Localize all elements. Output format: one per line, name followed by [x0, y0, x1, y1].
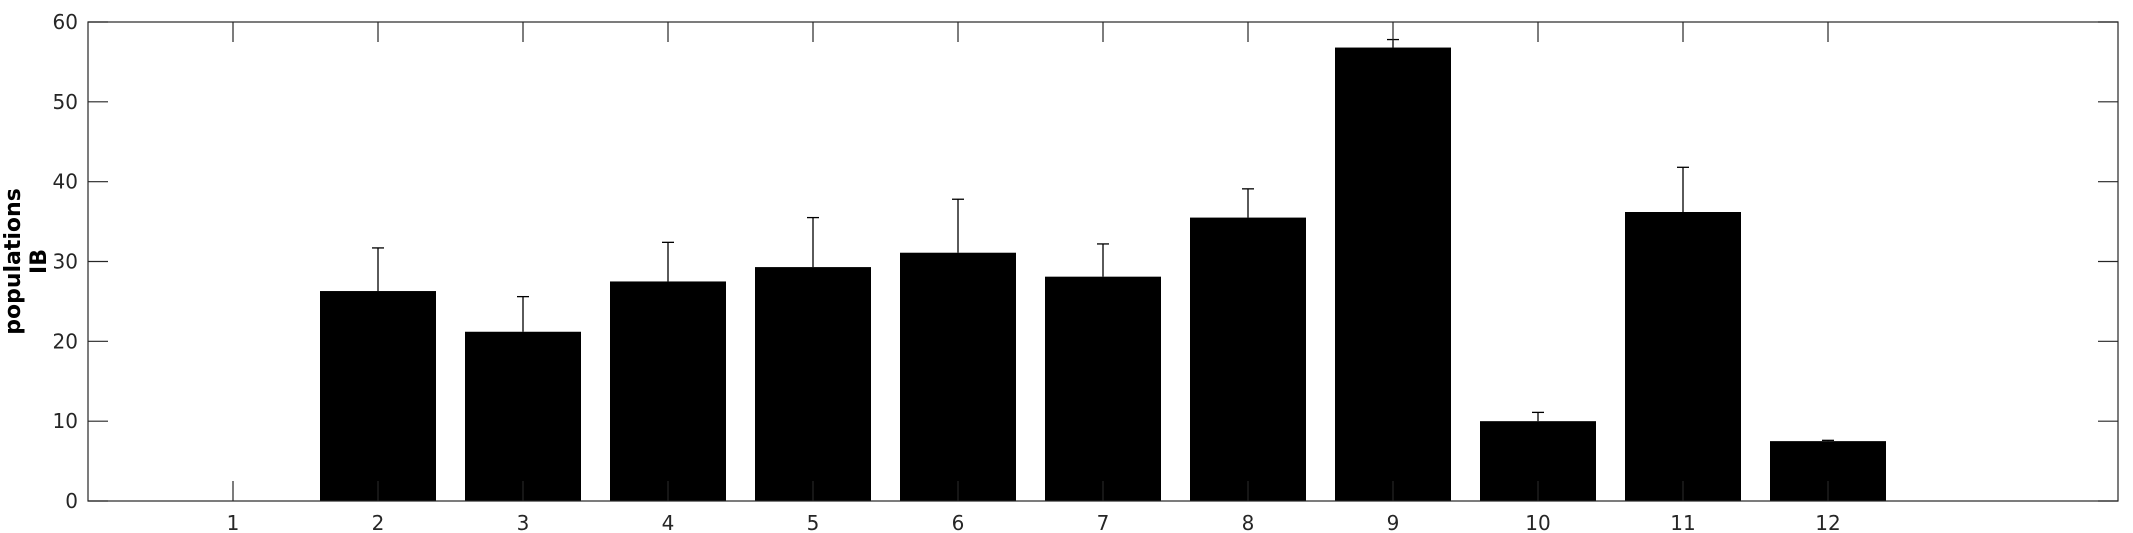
error-bar-11	[1677, 166, 1689, 213]
bar-6	[900, 252, 1016, 501]
x-tick-label-8: 8	[1242, 511, 1255, 533]
bar-4	[610, 281, 726, 501]
error-bar-2	[372, 247, 384, 292]
y-tick-label-60: 60	[53, 10, 78, 34]
x-tick-label-2: 2	[372, 511, 385, 533]
bar-5	[755, 267, 871, 501]
bar-3	[465, 331, 581, 501]
x-tick-label-10: 10	[1525, 511, 1550, 533]
error-bar-5	[807, 216, 819, 268]
y-tick-label-10: 10	[53, 409, 78, 433]
x-tick-label-3: 3	[517, 511, 530, 533]
x-tick-label-4: 4	[662, 511, 675, 533]
y-tick-label-0: 0	[65, 489, 78, 513]
bar-11	[1625, 212, 1741, 501]
y-tick-label-50: 50	[53, 90, 78, 114]
error-bar-3	[517, 295, 529, 332]
error-bar-10	[1532, 411, 1544, 422]
x-tick-label-5: 5	[807, 511, 820, 533]
error-bar-8	[1242, 188, 1254, 218]
bar-8	[1190, 217, 1306, 501]
y-tick-label-40: 40	[53, 170, 78, 194]
bar-2	[320, 291, 436, 501]
error-bars	[372, 38, 1834, 442]
bar-9	[1335, 47, 1451, 502]
error-bar-4	[662, 241, 674, 282]
bars	[320, 47, 1886, 502]
error-bar-12	[1822, 439, 1834, 442]
x-tick-label-7: 7	[1097, 511, 1110, 533]
error-bar-6	[952, 198, 964, 253]
y-axis-title-line-1: populations	[1, 188, 26, 335]
y-tick-label-20: 20	[53, 329, 78, 353]
x-tick-label-12: 12	[1815, 511, 1840, 533]
y-axis-title-line-2: IB	[27, 249, 52, 274]
y-tick-label-30: 30	[53, 250, 78, 274]
y-axis-title: populations IB	[1, 188, 52, 335]
bar-7	[1045, 276, 1161, 501]
x-tick-label-9: 9	[1387, 511, 1400, 533]
x-tick-label-1: 1	[227, 511, 240, 533]
error-bar-7	[1097, 243, 1109, 277]
x-tick-label-6: 6	[952, 511, 965, 533]
x-tick-label-11: 11	[1670, 511, 1695, 533]
